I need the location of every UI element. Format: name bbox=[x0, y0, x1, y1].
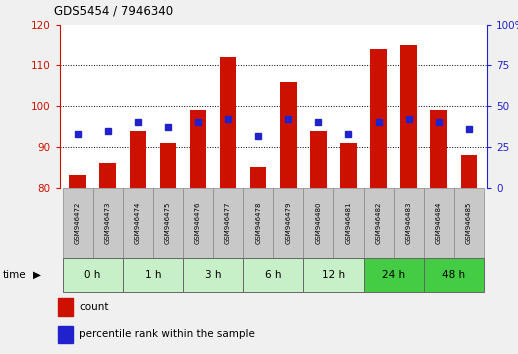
Text: GSM946474: GSM946474 bbox=[135, 202, 141, 244]
Text: 12 h: 12 h bbox=[322, 270, 345, 280]
Bar bbox=[63, 258, 123, 292]
Text: GSM946477: GSM946477 bbox=[225, 202, 231, 244]
Text: 0 h: 0 h bbox=[84, 270, 101, 280]
Text: GSM946475: GSM946475 bbox=[165, 202, 171, 244]
Text: ▶: ▶ bbox=[33, 270, 40, 280]
Text: GSM946481: GSM946481 bbox=[346, 202, 352, 244]
Bar bbox=[364, 188, 394, 258]
Text: 24 h: 24 h bbox=[382, 270, 405, 280]
Bar bbox=[160, 143, 176, 188]
Text: 6 h: 6 h bbox=[265, 270, 281, 280]
Text: GSM946480: GSM946480 bbox=[315, 202, 321, 244]
Bar bbox=[394, 188, 424, 258]
Text: GSM946472: GSM946472 bbox=[75, 202, 81, 244]
Text: GDS5454 / 7946340: GDS5454 / 7946340 bbox=[54, 5, 174, 18]
Bar bbox=[424, 258, 484, 292]
Bar bbox=[334, 188, 364, 258]
Bar bbox=[304, 258, 364, 292]
Bar bbox=[400, 45, 417, 188]
Text: time: time bbox=[3, 270, 26, 280]
Text: 3 h: 3 h bbox=[205, 270, 221, 280]
Bar bbox=[430, 110, 447, 188]
Bar bbox=[63, 188, 93, 258]
Text: 1 h: 1 h bbox=[145, 270, 161, 280]
Text: GSM946473: GSM946473 bbox=[105, 202, 111, 244]
Bar bbox=[280, 82, 297, 188]
Bar bbox=[424, 188, 454, 258]
Text: GSM946476: GSM946476 bbox=[195, 202, 201, 244]
Bar bbox=[153, 188, 183, 258]
Bar bbox=[310, 131, 327, 188]
Bar bbox=[183, 188, 213, 258]
Bar bbox=[123, 258, 183, 292]
Bar bbox=[220, 57, 236, 188]
Bar bbox=[364, 258, 424, 292]
Text: GSM946479: GSM946479 bbox=[285, 202, 291, 244]
Bar bbox=[340, 143, 357, 188]
Bar bbox=[183, 258, 243, 292]
Bar bbox=[99, 163, 116, 188]
Bar bbox=[454, 188, 484, 258]
Bar bbox=[58, 326, 73, 343]
Bar bbox=[461, 155, 477, 188]
Text: percentile rank within the sample: percentile rank within the sample bbox=[79, 329, 255, 339]
Text: count: count bbox=[79, 302, 108, 312]
Bar bbox=[58, 298, 73, 316]
Bar bbox=[130, 131, 146, 188]
Text: GSM946483: GSM946483 bbox=[406, 202, 412, 244]
Bar bbox=[69, 176, 86, 188]
Bar bbox=[190, 110, 206, 188]
Bar bbox=[274, 188, 304, 258]
Bar bbox=[250, 167, 266, 188]
Bar bbox=[123, 188, 153, 258]
Bar bbox=[370, 49, 387, 188]
Bar bbox=[304, 188, 334, 258]
Text: GSM946484: GSM946484 bbox=[436, 202, 442, 244]
Bar bbox=[213, 188, 243, 258]
Text: 48 h: 48 h bbox=[442, 270, 465, 280]
Text: GSM946478: GSM946478 bbox=[255, 202, 261, 244]
Text: GSM946485: GSM946485 bbox=[466, 202, 472, 244]
Bar bbox=[243, 188, 274, 258]
Bar bbox=[93, 188, 123, 258]
Bar bbox=[243, 258, 304, 292]
Text: GSM946482: GSM946482 bbox=[376, 202, 382, 244]
